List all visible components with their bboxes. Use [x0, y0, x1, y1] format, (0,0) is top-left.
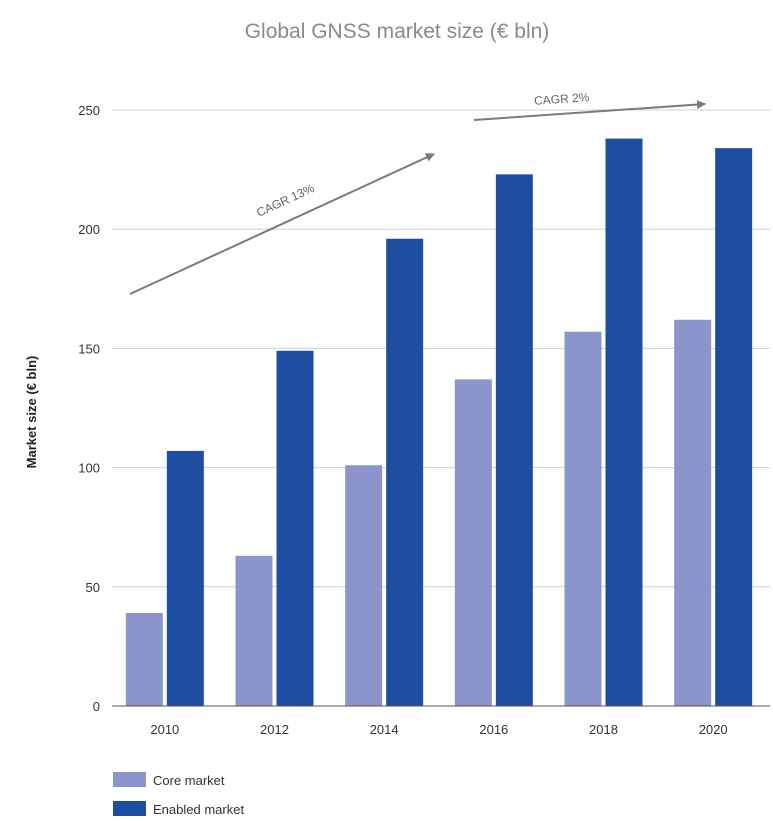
cagr-arrow-1 [129, 153, 435, 295]
chart-title: Global GNSS market size (€ bln) [245, 20, 550, 43]
y-tick-label: 150 [78, 341, 100, 356]
y-tick-label: 200 [78, 222, 100, 237]
bar-enabled-2020 [715, 148, 753, 707]
cagr-label-1: CAGR 13% [254, 181, 316, 220]
bar-core-2014 [345, 465, 383, 706]
gridlines [112, 109, 770, 588]
legend-label-core: Core market [153, 773, 225, 788]
bar-core-2012 [235, 555, 273, 706]
y-tick-label: 100 [78, 461, 100, 476]
bar-enabled-2012 [276, 350, 314, 706]
bar-enabled-2016 [495, 174, 533, 707]
cagr-arrow-2 [473, 100, 706, 121]
legend: Core market Enabled market [113, 772, 244, 817]
cagr-annotation-2: CAGR 2% [473, 90, 706, 121]
cagr-label-2: CAGR 2% [534, 90, 591, 108]
legend-swatch-enabled [113, 801, 146, 816]
bars [125, 138, 753, 707]
y-axis-label: Market size (€ bln) [24, 356, 39, 469]
legend-swatch-core [113, 772, 146, 787]
bar-core-2010 [125, 613, 163, 706]
y-tick-label: 50 [86, 580, 100, 595]
bar-enabled-2018 [605, 138, 643, 706]
bar-core-2016 [454, 379, 492, 706]
x-tick-label: 2010 [150, 722, 179, 737]
x-tick-label: 2016 [479, 722, 508, 737]
bar-core-2018 [564, 331, 602, 706]
y-tick-label: 0 [93, 699, 100, 714]
legend-label-enabled: Enabled market [153, 802, 244, 817]
x-tick-label: 2014 [370, 722, 399, 737]
bar-core-2020 [674, 319, 712, 706]
x-tick-label: 2012 [260, 722, 289, 737]
x-tick-label: 2018 [589, 722, 618, 737]
x-tick-label: 2020 [699, 722, 728, 737]
bar-enabled-2010 [166, 450, 204, 706]
bar-enabled-2014 [386, 238, 424, 706]
y-axis-ticks: 0 50 100 150 200 250 [78, 103, 100, 714]
x-axis-ticks: 2010 2012 2014 2016 2018 2020 [150, 722, 727, 737]
y-tick-label: 250 [78, 103, 100, 118]
